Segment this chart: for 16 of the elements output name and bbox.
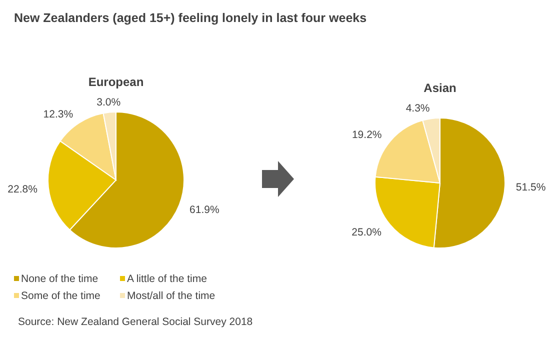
chart-subtitle: European [88,75,144,89]
legend-label: A little of the time [127,273,208,285]
data-label: 61.9% [190,204,220,216]
data-label: 12.3% [43,108,74,121]
legend-label: None of the time [21,273,98,285]
chart-title: New Zealanders (aged 15+) feeling lonely in last four weeks [14,11,367,25]
data-label: 25.0% [352,226,382,238]
legend-label: Most/all of the time [127,290,216,302]
legend-label: Some of the time [21,290,101,302]
data-label: 3.0% [96,96,121,108]
chart-subtitle: Asian [424,81,456,95]
data-label: 51.5% [516,182,546,194]
data-label: 19.2% [352,129,382,142]
source-note: Source: New Zealand General Social Survey 2018 [18,316,253,328]
data-label: 22.8% [8,183,38,196]
data-label: 4.3% [406,102,430,115]
